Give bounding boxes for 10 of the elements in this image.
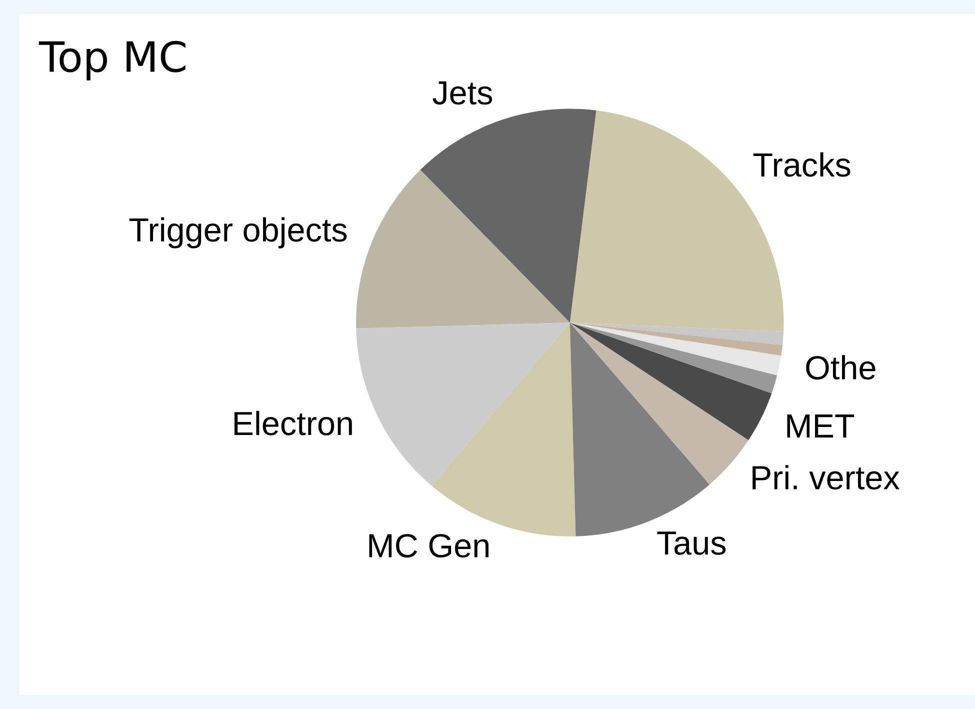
- slice-label: MC Gen: [369, 534, 488, 558]
- chart-title: Top MC: [38, 40, 186, 80]
- slice-label: Jets: [432, 81, 492, 105]
- slice-label: Pri. vertex: [752, 465, 900, 490]
- slice-label: Electron: [234, 410, 352, 436]
- slice-label: Trigger objects: [129, 217, 347, 248]
- slice-label: Othe: [806, 355, 876, 380]
- slice-label: Taus: [657, 532, 726, 555]
- slice-label: MET: [787, 414, 854, 438]
- slice-label: Tracks: [753, 152, 850, 177]
